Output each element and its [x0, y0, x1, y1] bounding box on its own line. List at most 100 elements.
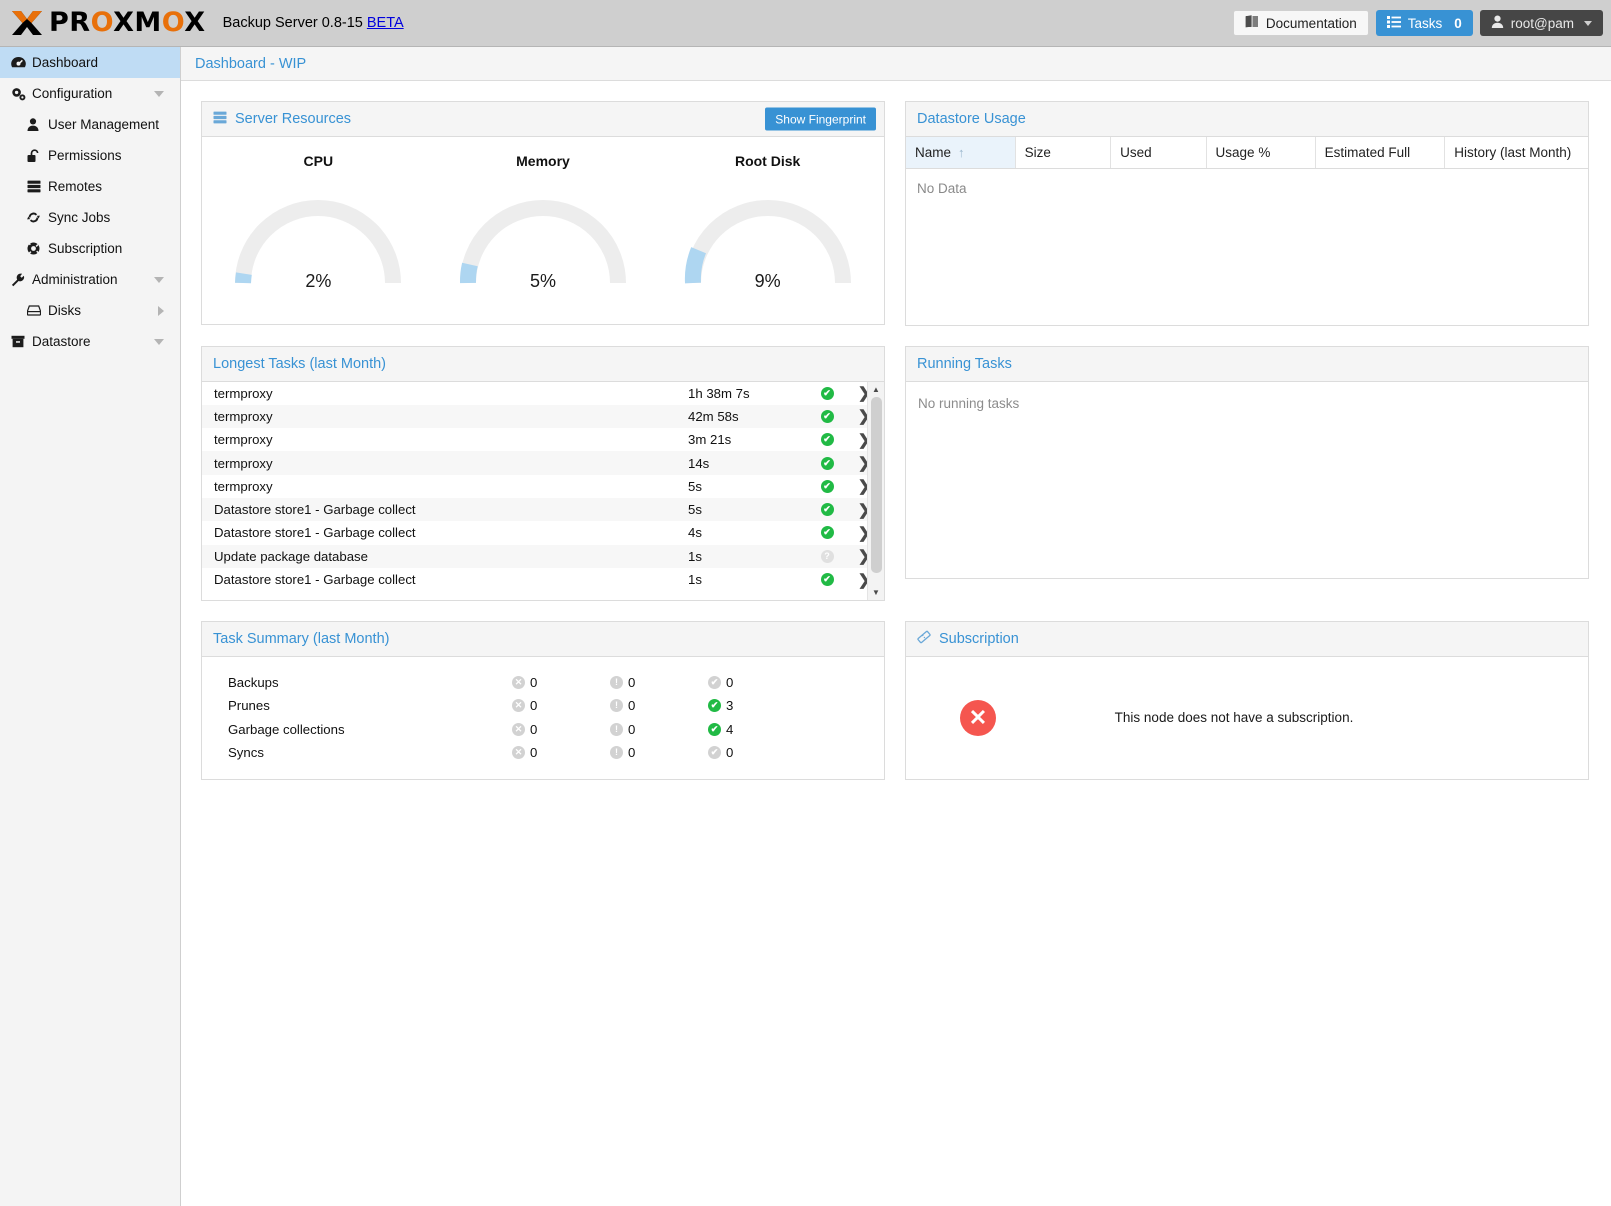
summary-ok-count: 0 — [726, 745, 734, 761]
chevron-right-icon[interactable] — [158, 305, 164, 316]
table-row[interactable]: termproxy 1h 38m 7s ✔ ❯ — [202, 382, 884, 405]
table-row[interactable]: termproxy 5s ✔ ❯ — [202, 475, 884, 498]
content-area: Dashboard - WIP Server Resources Show Fi… — [181, 47, 1611, 1206]
column-header-used[interactable]: Used — [1110, 137, 1207, 169]
warning-icon: ! — [610, 722, 623, 736]
user-menu-button[interactable]: root@pam — [1479, 10, 1603, 36]
sidebar-item-label: User Management — [48, 117, 160, 132]
summary-error-count: 0 — [530, 674, 538, 690]
running-tasks-body: No running tasks — [906, 382, 1588, 578]
summary-errors[interactable]: ✕ 0 — [512, 698, 610, 713]
error-icon: ✕ — [960, 699, 996, 736]
sidebar-item-disks[interactable]: Disks — [0, 295, 180, 326]
check-icon: ✔ — [820, 573, 834, 587]
summary-ok[interactable]: ✔ 0 — [708, 675, 806, 690]
sidebar-item-dashboard[interactable]: Dashboard — [0, 47, 180, 78]
table-row[interactable]: Datastore store1 - Garbage collect 4s ✔ … — [202, 521, 884, 544]
subscription-message: This node does not have a subscription. — [1114, 710, 1354, 725]
chevron-down-icon[interactable] — [154, 338, 164, 345]
sidebar-item-sync-jobs[interactable]: Sync Jobs — [0, 202, 180, 233]
table-row[interactable]: termproxy 14s ✔ ❯ — [202, 451, 884, 475]
summary-errors[interactable]: ✕ 0 — [512, 675, 610, 690]
gauge-cpu: CPU 2% — [216, 153, 420, 304]
status-badge: ✔ — [810, 479, 844, 493]
summary-ok[interactable]: ✔ 3 — [708, 698, 806, 713]
task-duration: 5s — [688, 478, 702, 494]
column-header-history[interactable]: History (last Month) — [1444, 137, 1588, 169]
table-row[interactable]: termproxy 3m 21s ✔ ❯ — [202, 428, 884, 451]
table-row[interactable]: Syncs ✕ 0 ! 0 ✔ 0 — [202, 741, 884, 765]
gauge-value: 2% — [305, 271, 332, 291]
table-row[interactable]: Update package database 1s ? ❯ — [202, 544, 884, 568]
task-duration: 3m 21s — [688, 432, 732, 448]
show-fingerprint-button[interactable]: Show Fingerprint — [765, 107, 876, 131]
sidebar-item-remotes[interactable]: Remotes — [0, 171, 180, 202]
table-row[interactable]: Garbage collections ✕ 0 ! 0 ✔ 4 — [202, 718, 884, 742]
summary-ok-count: 4 — [726, 721, 734, 737]
sidebar-item-configuration[interactable]: Configuration — [0, 78, 180, 109]
proxmox-wordmark: PROXMOX — [49, 6, 206, 38]
gauge-label: CPU — [303, 153, 334, 169]
status-badge: ✔ — [810, 409, 844, 423]
task-name: Datastore store1 - Garbage collect — [214, 572, 416, 588]
task-summary-panel: Task Summary (last Month) Backups ✕ 0 ! 0 … — [201, 620, 885, 780]
table-row[interactable]: Prunes ✕ 0 ! 0 ✔ 3 — [202, 694, 884, 718]
tasks-label: Tasks — [1407, 15, 1443, 31]
proxmox-x-icon — [10, 9, 44, 37]
documentation-button[interactable]: Documentation — [1232, 10, 1369, 36]
status-badge: ? — [810, 549, 844, 563]
column-header-name[interactable]: Name ↑ — [906, 137, 1016, 169]
running-tasks-panel: Running Tasks No running tasks — [905, 345, 1589, 579]
table-row[interactable]: Datastore store1 - Garbage collect 1s ✔ … — [202, 568, 884, 591]
summary-warnings[interactable]: ! 0 — [610, 698, 708, 713]
beta-link[interactable]: BETA — [366, 15, 404, 31]
lifebuoy-icon — [27, 242, 46, 255]
subscription-body: ✕ This node does not have a subscription… — [906, 657, 1588, 779]
table-row[interactable]: Datastore store1 - Garbage collect 5s ✔ … — [202, 497, 884, 522]
server-resources-title-wrap: Server Resources — [213, 111, 351, 128]
datastore-empty-space — [906, 208, 1588, 325]
vertical-scrollbar[interactable]: ▲ ▼ — [867, 381, 884, 600]
summary-error-count: 0 — [530, 721, 538, 737]
book-icon — [1245, 15, 1259, 31]
summary-errors[interactable]: ✕ 0 — [512, 722, 610, 737]
summary-warning-count: 0 — [628, 698, 636, 714]
table-row[interactable]: termproxy 42m 58s ✔ ❯ — [202, 404, 884, 429]
status-badge: ✔ — [810, 456, 844, 470]
warning-icon: ! — [610, 746, 623, 760]
sidebar-item-subscription[interactable]: Subscription — [0, 233, 180, 264]
panel-header: Subscription — [906, 621, 1588, 657]
summary-warnings[interactable]: ! 0 — [610, 722, 708, 737]
sidebar-item-label: Administration — [32, 272, 118, 287]
task-name: termproxy — [214, 385, 273, 401]
gauge-arc-cpu — [235, 200, 402, 284]
column-header-usage-pct[interactable]: Usage % — [1206, 137, 1316, 169]
chevron-down-icon[interactable] — [154, 276, 164, 283]
column-header-size[interactable]: Size — [1015, 137, 1112, 169]
column-header-estimated-full[interactable]: Estimated Full — [1315, 137, 1446, 169]
scroll-down-icon[interactable]: ▼ — [868, 584, 884, 600]
summary-ok[interactable]: ✔ 4 — [708, 722, 806, 737]
summary-errors[interactable]: ✕ 0 — [512, 745, 610, 760]
summary-warnings[interactable]: ! 0 — [610, 745, 708, 760]
sidebar-item-datastore[interactable]: Datastore — [0, 326, 180, 357]
error-icon: ✕ — [512, 675, 525, 689]
sidebar-item-label: Permissions — [48, 148, 122, 163]
table-row[interactable]: Backups ✕ 0 ! 0 ✔ 0 — [202, 671, 884, 695]
summary-label: Prunes — [228, 698, 270, 714]
scroll-up-icon[interactable]: ▲ — [868, 381, 884, 397]
sidebar-item-administration[interactable]: Administration — [0, 264, 180, 295]
question-icon: ? — [820, 549, 834, 563]
table-header-row: Name ↑ Size Used Usage % Estimated Full H… — [906, 137, 1588, 169]
proxmox-logo: PROXMOX — [10, 0, 206, 46]
panel-header: Longest Tasks (last Month) — [202, 346, 884, 382]
sidebar-item-permissions[interactable]: Permissions — [0, 140, 180, 171]
check-icon: ✔ — [820, 456, 834, 470]
refresh-icon — [27, 211, 46, 224]
chevron-down-icon[interactable] — [154, 90, 164, 97]
sidebar-item-user-management[interactable]: User Management — [0, 109, 180, 140]
scrollbar-thumb[interactable] — [871, 396, 882, 573]
summary-ok[interactable]: ✔ 0 — [708, 745, 806, 760]
tasks-button[interactable]: Tasks 0 — [1375, 10, 1473, 36]
summary-warnings[interactable]: ! 0 — [610, 675, 708, 690]
